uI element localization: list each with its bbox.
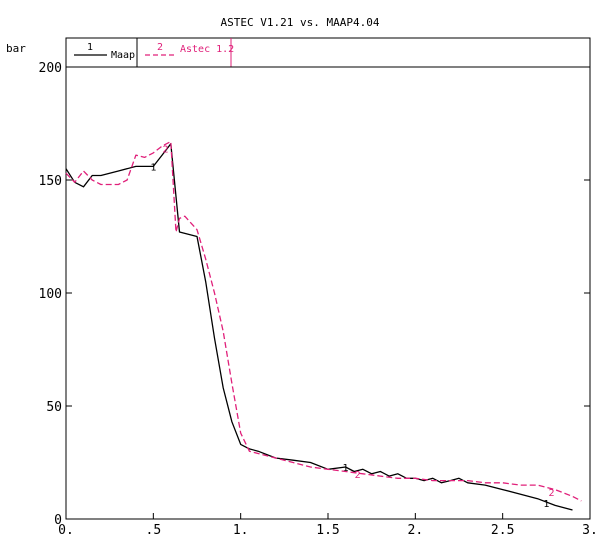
y-tick-label: 100 (39, 287, 62, 302)
y-tick-label: 200 (39, 61, 62, 76)
series-1-marker-label: 1 (150, 162, 156, 173)
x-tick-label: 3. (582, 523, 597, 538)
y-axis-label: bar (6, 42, 26, 55)
legend: 1 Maap 2 Astec 1.2 (65, 37, 591, 68)
x-tick-label: 2.5 (491, 523, 514, 538)
chart-title: ASTEC V1.21 vs. MAAP4.04 (221, 16, 380, 29)
x-tick-label: 1.5 (316, 523, 339, 538)
y-tick-label: 0 (54, 513, 62, 528)
x-axis: 0. .5 1. 1.5 2. 2.5 3. (58, 513, 597, 538)
y-tick-label: 50 (46, 400, 62, 415)
legend-label-maap: Maap (111, 50, 135, 61)
series-1-marker-label: 1 (342, 463, 348, 474)
legend-box (65, 37, 591, 68)
series-1-marker-label: 1 (543, 499, 549, 510)
y-axis: 0 50 100 150 200 (39, 61, 590, 528)
x-tick-label: 1. (233, 523, 249, 538)
x-tick-label: 2. (408, 523, 424, 538)
legend-label-astec: Astec 1.2 (180, 44, 234, 55)
legend-marker-maap: 1 (87, 42, 93, 53)
x-tick-label: 0. (58, 523, 74, 538)
legend-marker-astec: 2 (157, 42, 163, 53)
y-tick-label: 150 (39, 174, 62, 189)
series-2-marker-label: 2 (355, 470, 361, 481)
x-tick-label: .5 (146, 523, 162, 538)
series-line-1 (65, 143, 573, 511)
series-2-marker-label: 2 (549, 488, 555, 499)
series-2-marker-label: 2 (163, 144, 169, 155)
plot-frame (65, 66, 591, 520)
series-line-2 (65, 140, 582, 502)
